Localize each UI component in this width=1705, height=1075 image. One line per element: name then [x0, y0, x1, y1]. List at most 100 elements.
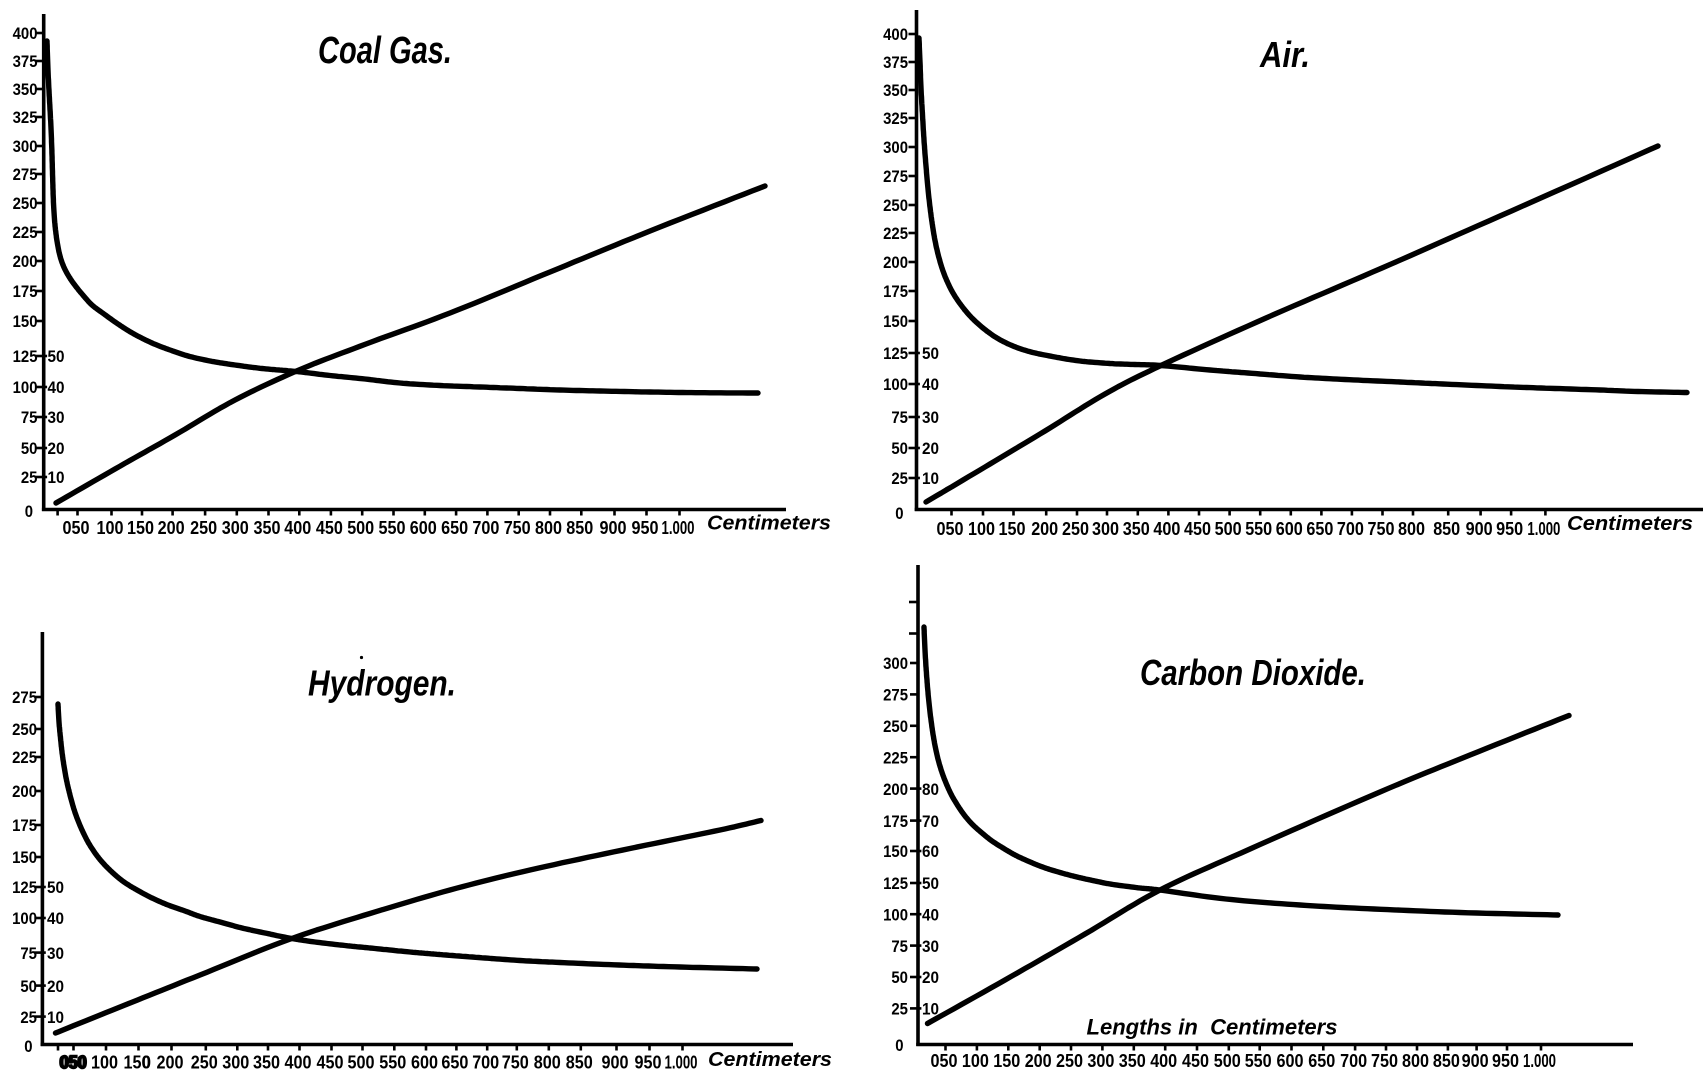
svg-text:350: 350 [13, 80, 38, 99]
svg-text:250: 250 [13, 194, 38, 213]
svg-text:30: 30 [922, 408, 939, 427]
svg-text:300: 300 [13, 137, 38, 156]
svg-text:300: 300 [883, 654, 908, 673]
svg-text:250: 250 [1062, 519, 1089, 539]
svg-text:500: 500 [1215, 519, 1242, 539]
svg-text:550: 550 [379, 518, 406, 538]
svg-text:950: 950 [632, 518, 659, 538]
svg-text:650: 650 [1308, 1051, 1335, 1071]
svg-text:600: 600 [411, 1053, 438, 1073]
svg-text:20: 20 [922, 439, 939, 458]
svg-text:Hydrogen.: Hydrogen. [308, 663, 456, 704]
svg-text:850: 850 [566, 1053, 593, 1073]
svg-text:200: 200 [883, 780, 908, 799]
svg-text:100: 100 [883, 375, 908, 394]
svg-text:375: 375 [13, 52, 38, 71]
svg-text:70: 70 [922, 812, 939, 831]
svg-text:0: 0 [142, 1053, 151, 1073]
svg-text:450: 450 [316, 518, 343, 538]
svg-text:375: 375 [883, 53, 908, 72]
svg-text:40: 40 [922, 375, 939, 394]
svg-text:600: 600 [1276, 519, 1303, 539]
svg-text:30: 30 [48, 408, 65, 427]
svg-text:25: 25 [20, 1008, 37, 1027]
svg-text:60: 60 [922, 842, 939, 861]
svg-text:25: 25 [891, 1000, 908, 1019]
svg-text:400: 400 [284, 518, 311, 538]
svg-text:700: 700 [472, 1053, 499, 1073]
svg-text:175: 175 [13, 282, 38, 301]
svg-text:400: 400 [1150, 1051, 1177, 1071]
svg-text:125: 125 [12, 878, 37, 897]
svg-text:700: 700 [472, 518, 499, 538]
svg-text:550: 550 [1245, 519, 1272, 539]
svg-text:050: 050 [937, 519, 964, 539]
svg-text:Lengths in Centimeters: Lengths in Centimeters [1087, 1015, 1338, 1040]
svg-text:900: 900 [600, 518, 627, 538]
svg-text:10: 10 [47, 1008, 64, 1027]
svg-text:250: 250 [191, 1053, 218, 1073]
svg-text:550: 550 [379, 1053, 406, 1073]
svg-text:20: 20 [922, 968, 939, 987]
svg-text:750: 750 [504, 518, 531, 538]
svg-text:250: 250 [883, 717, 908, 736]
svg-text:650: 650 [441, 518, 468, 538]
svg-text:50: 50 [891, 439, 908, 458]
svg-text:300: 300 [1087, 1051, 1114, 1071]
svg-text:300: 300 [1092, 519, 1119, 539]
svg-text:200: 200 [1031, 519, 1058, 539]
svg-text:10: 10 [922, 469, 939, 488]
svg-text:150: 150 [883, 842, 908, 861]
svg-text:300: 300 [883, 138, 908, 157]
svg-text:125: 125 [883, 344, 908, 363]
svg-text:125: 125 [13, 347, 38, 366]
svg-text:100: 100 [91, 1053, 118, 1073]
svg-text:850: 850 [1433, 519, 1460, 539]
svg-text:450: 450 [1184, 519, 1211, 539]
svg-text:150: 150 [999, 519, 1026, 539]
svg-text:200: 200 [13, 252, 38, 271]
svg-text:750: 750 [502, 1053, 529, 1073]
svg-text:50: 50 [891, 968, 908, 987]
svg-text:800: 800 [1398, 519, 1425, 539]
svg-text:20: 20 [48, 439, 65, 458]
svg-text:40: 40 [47, 909, 64, 928]
svg-text:100: 100 [97, 518, 124, 538]
svg-text:900: 900 [1466, 519, 1493, 539]
svg-text:50: 50 [47, 878, 64, 897]
svg-text:325: 325 [13, 108, 38, 127]
svg-text:750: 750 [1368, 519, 1395, 539]
svg-text:850: 850 [566, 518, 593, 538]
svg-text:0: 0 [25, 502, 33, 521]
svg-text:750: 750 [1371, 1051, 1398, 1071]
svg-text:Centimeters: Centimeters [707, 512, 831, 535]
svg-text:050: 050 [63, 518, 90, 538]
svg-text:225: 225 [883, 224, 908, 243]
svg-text:Carbon Dioxide.: Carbon Dioxide. [1140, 652, 1366, 693]
svg-text:300: 300 [222, 1053, 249, 1073]
svg-text:250: 250 [883, 196, 908, 215]
svg-text:Coal Gas.: Coal Gas. [318, 30, 452, 72]
svg-text:75: 75 [891, 408, 908, 427]
svg-text:800: 800 [534, 1053, 561, 1073]
svg-text:200: 200 [157, 1053, 184, 1073]
svg-text:40: 40 [922, 905, 939, 924]
svg-text:350: 350 [253, 1053, 280, 1073]
svg-text:950: 950 [635, 1053, 662, 1073]
svg-text:700: 700 [1337, 519, 1364, 539]
svg-text:350: 350 [254, 518, 281, 538]
svg-text:500: 500 [348, 1053, 375, 1073]
svg-text:150: 150 [13, 312, 38, 331]
svg-text:250: 250 [190, 518, 217, 538]
svg-text:850: 850 [1433, 1051, 1460, 1071]
svg-text:200: 200 [12, 782, 37, 801]
svg-text:150: 150 [883, 312, 908, 331]
svg-text:250: 250 [12, 720, 37, 739]
svg-text:400: 400 [13, 24, 38, 43]
svg-text:Air.: Air. [1259, 34, 1310, 75]
svg-text:0: 0 [24, 1037, 32, 1056]
svg-text:Centimeters: Centimeters [1567, 512, 1693, 535]
svg-text:350: 350 [1123, 519, 1150, 539]
svg-text:30: 30 [47, 944, 64, 963]
svg-text:650: 650 [1306, 519, 1333, 539]
